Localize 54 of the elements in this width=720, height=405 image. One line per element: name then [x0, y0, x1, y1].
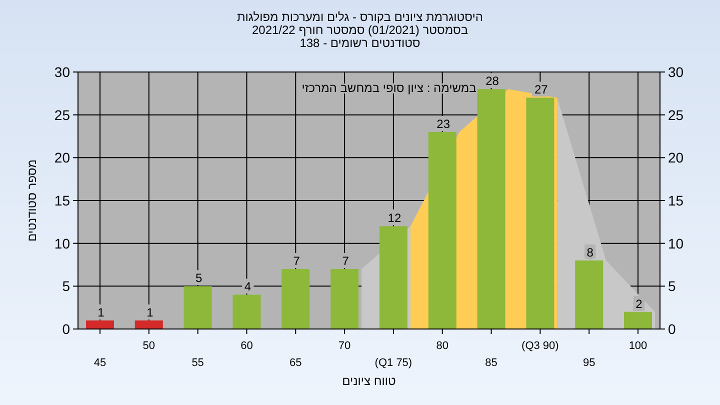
- y2-tick-label: 25: [668, 106, 684, 123]
- bar: [134, 320, 163, 329]
- data-label: 2: [636, 296, 643, 311]
- y-tick-label: 10: [54, 235, 70, 252]
- x-axis-title: טווח ציונים: [342, 374, 396, 388]
- data-label: 5: [195, 271, 202, 286]
- bar: [86, 320, 114, 329]
- x-tick-label: (Q3 90): [522, 340, 559, 352]
- data-label: 23: [436, 116, 450, 131]
- y-tick-label: 30: [54, 64, 70, 80]
- bar: [575, 260, 604, 329]
- y2-tick-label: 15: [668, 192, 684, 208]
- y2-tick-label: 30: [668, 64, 684, 80]
- bar: [526, 98, 554, 329]
- data-label: 12: [388, 211, 402, 226]
- bar: [477, 89, 506, 329]
- x-tick-label: 60: [240, 340, 253, 352]
- data-label: 28: [486, 74, 500, 88]
- data-label: 7: [293, 254, 300, 268]
- data-label: 7: [342, 254, 350, 268]
- x-tick-label: 95: [582, 357, 596, 369]
- data-label: 8: [586, 245, 594, 260]
- chart-subtitle: בסמסטר (01/2021) סמסטר חורף 2021/22 סטודנטים רשומים - 138: [252, 23, 468, 50]
- bar: [428, 132, 456, 329]
- x-tick-label: (Q1 75): [374, 357, 412, 369]
- y-tick-label: 15: [54, 192, 70, 208]
- y-tick-label: 20: [54, 150, 70, 166]
- x-tick-label: 55: [192, 357, 204, 369]
- bar: [282, 269, 310, 329]
- y2-tick-label: 10: [668, 235, 684, 252]
- x-tick-label: 45: [94, 357, 106, 369]
- bar: [184, 286, 212, 329]
- y2-tick-label: 20: [668, 150, 684, 166]
- bar: [330, 269, 359, 329]
- chart-title: היסטוגרמת ציונים בקורס - גלים ומערכות מפולגות: [237, 10, 483, 24]
- data-label: 4: [244, 280, 252, 294]
- x-tick-label: 50: [142, 340, 156, 352]
- y2-tick-label: 5: [668, 278, 676, 294]
- x-tick-label: 65: [290, 357, 302, 369]
- bar: [624, 312, 652, 329]
- y-tick-label: 5: [62, 278, 70, 294]
- x-tick-label: 80: [436, 340, 448, 352]
- bar: [379, 226, 408, 329]
- data-label: 1: [98, 305, 105, 320]
- data-label: 27: [534, 82, 548, 97]
- y-tick-label: 25: [54, 106, 70, 123]
- bar: [232, 294, 261, 329]
- data-label: 1: [146, 305, 154, 320]
- y-tick-label: 0: [62, 321, 70, 337]
- x-tick-label: 85: [485, 357, 498, 369]
- x-tick-label: 100: [628, 340, 648, 352]
- x-tick-label: 70: [338, 340, 351, 352]
- y-axis-title: מספר סטודנטים: [25, 159, 39, 242]
- y2-tick-label: 0: [668, 321, 676, 337]
